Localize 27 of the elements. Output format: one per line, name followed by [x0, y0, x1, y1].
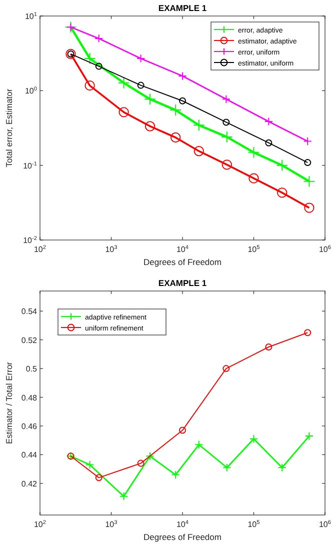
x-tick-label: 10$^{6}$	[318, 245, 332, 254]
y-tick-label: 0.42	[21, 479, 38, 488]
y-tick-label: 0.5	[26, 364, 38, 374]
x-tick-label: 10$^{6}$	[318, 520, 332, 529]
y-tick-label: 0.44	[21, 450, 38, 460]
chart-title: EXAMPLE 1	[158, 3, 207, 13]
y-tick-label: 10$^{-2}$	[23, 236, 37, 245]
y-tick-label: 0.48	[21, 393, 38, 402]
y-axis-title: Total error, Estimator	[4, 88, 14, 168]
x-tick-label: 10$^{4}$	[176, 245, 189, 254]
x-tick-label: 10$^{5}$	[248, 520, 260, 529]
y-tick-label: 10$^{-1}$	[23, 161, 37, 170]
y-tick-label: 10$^{1}$	[24, 12, 37, 21]
x-tick-label: 10$^{2}$	[34, 245, 46, 254]
x-tick-label: 10$^{4}$	[176, 520, 189, 529]
x-tick-label: 10$^{5}$	[248, 245, 260, 254]
y-tick-label: 0.46	[21, 422, 38, 431]
y-tick-label: 0.52	[21, 336, 38, 345]
x-axis-title: Degrees of Freedom	[144, 532, 222, 542]
x-tick-label: 10$^{3}$	[105, 520, 118, 529]
chart-title: EXAMPLE 1	[158, 278, 207, 288]
x-tick-label: 10$^{2}$	[34, 520, 46, 529]
x-axis-title: Degrees of Freedom	[144, 257, 222, 267]
y-tick-label: 0.54	[21, 307, 38, 316]
y-axis-title: Estimator / Total Error	[4, 362, 14, 444]
y-tick-label: 10$^{0}$	[24, 86, 37, 96]
x-tick-label: 10$^{3}$	[105, 245, 118, 254]
